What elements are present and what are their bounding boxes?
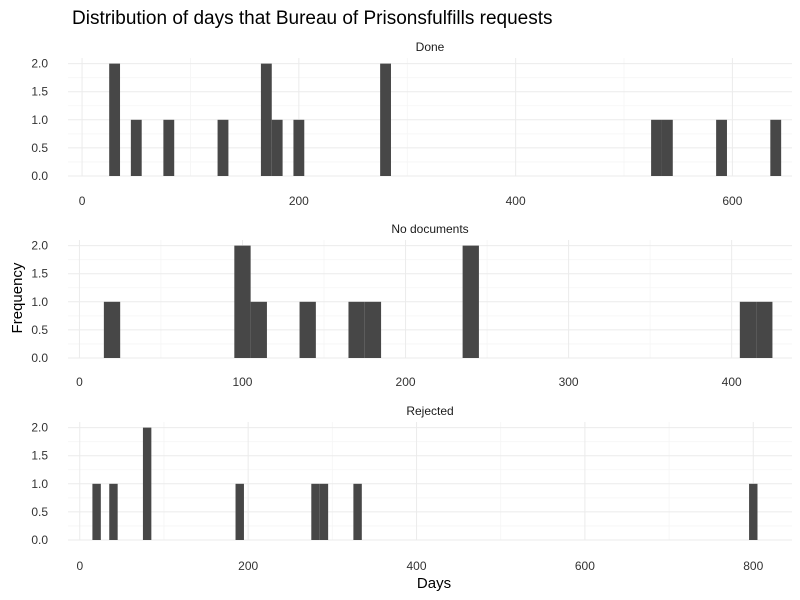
x-tick-label: 200 bbox=[238, 559, 258, 573]
x-tick-label: 600 bbox=[722, 194, 742, 208]
histogram-bar bbox=[661, 119, 673, 176]
facet-strip-label: No documents bbox=[391, 222, 468, 236]
histogram-bar bbox=[293, 119, 305, 176]
y-tick-label: 0.0 bbox=[31, 533, 48, 547]
histogram-bar bbox=[234, 245, 251, 358]
y-tick-label: 1.5 bbox=[31, 85, 48, 99]
histogram-bar bbox=[299, 301, 316, 358]
histogram-bar bbox=[651, 119, 662, 176]
y-tick-label: 0.5 bbox=[31, 141, 48, 155]
histogram-bar bbox=[163, 119, 175, 176]
histogram-bar bbox=[353, 483, 362, 540]
x-tick-label: 0 bbox=[79, 194, 86, 208]
histogram-bar bbox=[348, 301, 365, 358]
y-tick-label: 1.5 bbox=[31, 267, 48, 281]
histogram-bar bbox=[739, 301, 757, 358]
y-axis-title: Frequency bbox=[9, 262, 26, 333]
histogram-bar bbox=[142, 427, 152, 540]
histogram-bar bbox=[130, 119, 142, 176]
histogram-bar bbox=[319, 483, 329, 540]
histogram-bar bbox=[217, 119, 229, 176]
x-tick-label: 800 bbox=[743, 559, 763, 573]
y-tick-label: 0.5 bbox=[31, 323, 48, 337]
histogram-bar bbox=[756, 301, 773, 358]
histogram-bar bbox=[716, 119, 727, 176]
x-tick-label: 400 bbox=[407, 559, 427, 573]
x-axis-title: Days bbox=[417, 575, 451, 592]
y-tick-label: 2.0 bbox=[31, 239, 48, 253]
x-tick-label: 0 bbox=[76, 375, 83, 389]
histogram-bar bbox=[380, 63, 391, 177]
x-tick-label: 300 bbox=[559, 375, 579, 389]
x-tick-label: 400 bbox=[506, 194, 526, 208]
y-tick-label: 2.0 bbox=[31, 421, 48, 435]
y-tick-label: 1.0 bbox=[31, 295, 48, 309]
histogram-bar bbox=[109, 483, 118, 540]
facet-strip-label: Rejected bbox=[406, 404, 453, 418]
histogram-bar bbox=[250, 301, 267, 358]
y-tick-label: 0.0 bbox=[31, 169, 48, 183]
facet-panel-no-documents: No documents 0 100 200 300 400 0.0 0.5 1.0 1.5 2.0 bbox=[31, 222, 792, 389]
x-tick-label: 400 bbox=[722, 375, 742, 389]
facet-strip-label: Done bbox=[416, 40, 445, 54]
histogram-bar bbox=[109, 63, 121, 177]
histogram-bar bbox=[364, 301, 382, 358]
x-tick-label: 0 bbox=[76, 559, 83, 573]
histogram-bar bbox=[260, 63, 272, 177]
histogram-bar bbox=[235, 483, 244, 540]
histogram-bar bbox=[749, 483, 758, 540]
x-tick-label: 200 bbox=[289, 194, 309, 208]
chart-title: Distribution of days that Bureau of Pris… bbox=[72, 8, 553, 29]
histogram-bar bbox=[770, 119, 782, 176]
histogram-bar bbox=[103, 301, 121, 358]
x-tick-label: 600 bbox=[575, 559, 595, 573]
y-tick-label: 1.0 bbox=[31, 113, 48, 127]
histogram-bar bbox=[92, 483, 101, 540]
histogram-bar bbox=[311, 483, 320, 540]
facet-panel-done: Done 0 200 400 600 0.0 0.5 1.0 1.5 2.0 bbox=[31, 40, 792, 208]
y-tick-label: 0.5 bbox=[31, 505, 48, 519]
histogram-bar bbox=[462, 245, 479, 358]
y-tick-label: 2.0 bbox=[31, 57, 48, 71]
y-tick-label: 0.0 bbox=[31, 351, 48, 365]
facet-panel-rejected: Rejected 0 200 400 600 800 0.0 0.5 1.0 1.5 2.0 bbox=[31, 404, 792, 573]
y-tick-label: 1.0 bbox=[31, 477, 48, 491]
x-tick-label: 100 bbox=[232, 375, 252, 389]
y-tick-label: 1.5 bbox=[31, 449, 48, 463]
histogram-bar bbox=[271, 119, 283, 176]
x-tick-label: 200 bbox=[396, 375, 416, 389]
